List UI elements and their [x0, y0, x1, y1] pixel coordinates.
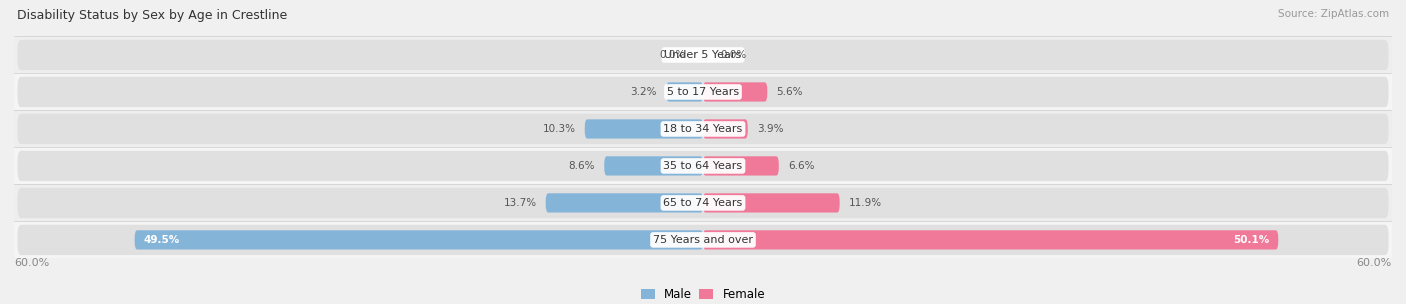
- FancyBboxPatch shape: [703, 82, 768, 102]
- Legend: Male, Female: Male, Female: [641, 288, 765, 301]
- Bar: [14, 110, 1392, 147]
- FancyBboxPatch shape: [17, 225, 1389, 255]
- FancyBboxPatch shape: [703, 119, 748, 139]
- Text: 65 to 74 Years: 65 to 74 Years: [664, 198, 742, 208]
- FancyBboxPatch shape: [546, 193, 703, 212]
- Text: 60.0%: 60.0%: [1357, 258, 1392, 268]
- FancyBboxPatch shape: [605, 156, 703, 175]
- Bar: [14, 74, 1392, 110]
- Text: 10.3%: 10.3%: [543, 124, 575, 134]
- Text: 6.6%: 6.6%: [787, 161, 814, 171]
- FancyBboxPatch shape: [17, 114, 1389, 144]
- Text: 3.9%: 3.9%: [756, 124, 783, 134]
- Text: 35 to 64 Years: 35 to 64 Years: [664, 161, 742, 171]
- FancyBboxPatch shape: [17, 40, 1389, 70]
- FancyBboxPatch shape: [703, 156, 779, 175]
- Text: Source: ZipAtlas.com: Source: ZipAtlas.com: [1278, 9, 1389, 19]
- Text: 8.6%: 8.6%: [568, 161, 595, 171]
- Bar: [14, 147, 1392, 185]
- Text: 0.0%: 0.0%: [659, 50, 686, 60]
- FancyBboxPatch shape: [135, 230, 703, 250]
- Text: 3.2%: 3.2%: [630, 87, 657, 97]
- Text: 75 Years and over: 75 Years and over: [652, 235, 754, 245]
- Text: 50.1%: 50.1%: [1233, 235, 1270, 245]
- Text: 11.9%: 11.9%: [849, 198, 882, 208]
- Bar: [14, 36, 1392, 74]
- Bar: [14, 221, 1392, 258]
- FancyBboxPatch shape: [703, 230, 1278, 250]
- Text: 13.7%: 13.7%: [503, 198, 537, 208]
- FancyBboxPatch shape: [585, 119, 703, 139]
- Text: 5.6%: 5.6%: [776, 87, 803, 97]
- Text: Under 5 Years: Under 5 Years: [665, 50, 741, 60]
- Text: 60.0%: 60.0%: [14, 258, 49, 268]
- FancyBboxPatch shape: [17, 188, 1389, 218]
- Text: 49.5%: 49.5%: [143, 235, 180, 245]
- FancyBboxPatch shape: [17, 77, 1389, 107]
- Text: 0.0%: 0.0%: [720, 50, 747, 60]
- Text: Disability Status by Sex by Age in Crestline: Disability Status by Sex by Age in Crest…: [17, 9, 287, 22]
- FancyBboxPatch shape: [666, 82, 703, 102]
- Bar: [14, 185, 1392, 221]
- Text: 5 to 17 Years: 5 to 17 Years: [666, 87, 740, 97]
- FancyBboxPatch shape: [17, 151, 1389, 181]
- FancyBboxPatch shape: [703, 193, 839, 212]
- Text: 18 to 34 Years: 18 to 34 Years: [664, 124, 742, 134]
